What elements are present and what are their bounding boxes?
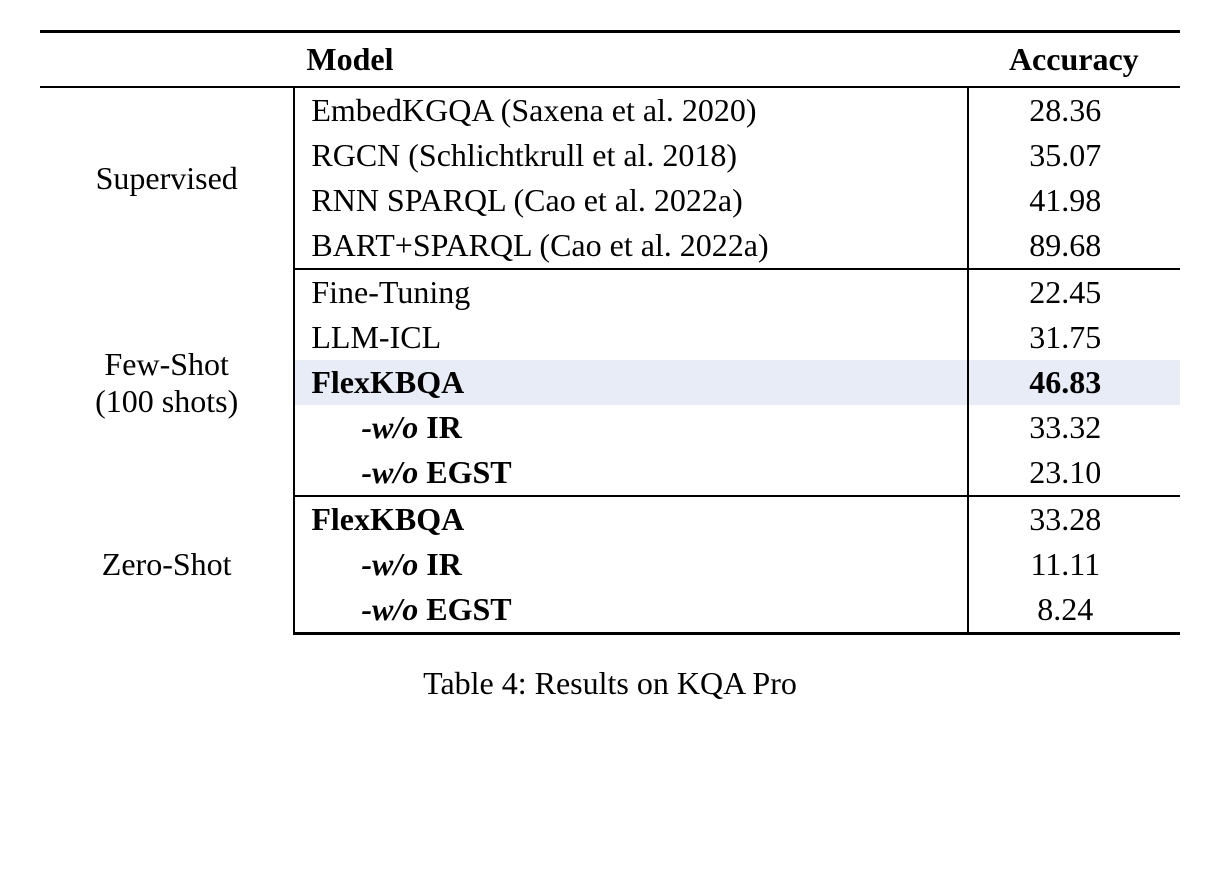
accuracy-cell: 33.28 <box>968 496 1180 542</box>
results-table: Model Accuracy SupervisedEmbedKGQA (Saxe… <box>40 30 1180 635</box>
model-cell: -w/o EGST <box>294 450 967 496</box>
model-cell: BART+SPARQL (Cao et al. 2022a) <box>294 223 967 269</box>
header-model: Model <box>294 32 967 88</box>
header-group <box>40 32 294 88</box>
accuracy-cell: 41.98 <box>968 178 1180 223</box>
header-row: Model Accuracy <box>40 32 1180 88</box>
accuracy-cell: 46.83 <box>968 360 1180 405</box>
model-cell: LLM-ICL <box>294 315 967 360</box>
group-label: Supervised <box>40 87 294 269</box>
table-body: SupervisedEmbedKGQA (Saxena et al. 2020)… <box>40 87 1180 634</box>
group-label: Few-Shot(100 shots) <box>40 269 294 496</box>
model-cell: Fine-Tuning <box>294 269 967 315</box>
accuracy-cell: 11.11 <box>968 542 1180 587</box>
accuracy-cell: 35.07 <box>968 133 1180 178</box>
table-caption: Table 4: Results on KQA Pro <box>40 665 1180 702</box>
accuracy-cell: 28.36 <box>968 87 1180 133</box>
model-cell: RNN SPARQL (Cao et al. 2022a) <box>294 178 967 223</box>
table-row: SupervisedEmbedKGQA (Saxena et al. 2020)… <box>40 87 1180 133</box>
model-cell: -w/o EGST <box>294 587 967 634</box>
header-accuracy: Accuracy <box>968 32 1180 88</box>
accuracy-cell: 89.68 <box>968 223 1180 269</box>
model-cell: EmbedKGQA (Saxena et al. 2020) <box>294 87 967 133</box>
accuracy-cell: 31.75 <box>968 315 1180 360</box>
accuracy-cell: 23.10 <box>968 450 1180 496</box>
model-cell: -w/o IR <box>294 405 967 450</box>
model-cell: RGCN (Schlichtkrull et al. 2018) <box>294 133 967 178</box>
accuracy-cell: 8.24 <box>968 587 1180 634</box>
model-cell: -w/o IR <box>294 542 967 587</box>
accuracy-cell: 22.45 <box>968 269 1180 315</box>
model-cell: FlexKBQA <box>294 496 967 542</box>
table-row: Zero-ShotFlexKBQA33.28 <box>40 496 1180 542</box>
group-label: Zero-Shot <box>40 496 294 634</box>
accuracy-cell: 33.32 <box>968 405 1180 450</box>
model-cell: FlexKBQA <box>294 360 967 405</box>
table-row: Few-Shot(100 shots)Fine-Tuning22.45 <box>40 269 1180 315</box>
